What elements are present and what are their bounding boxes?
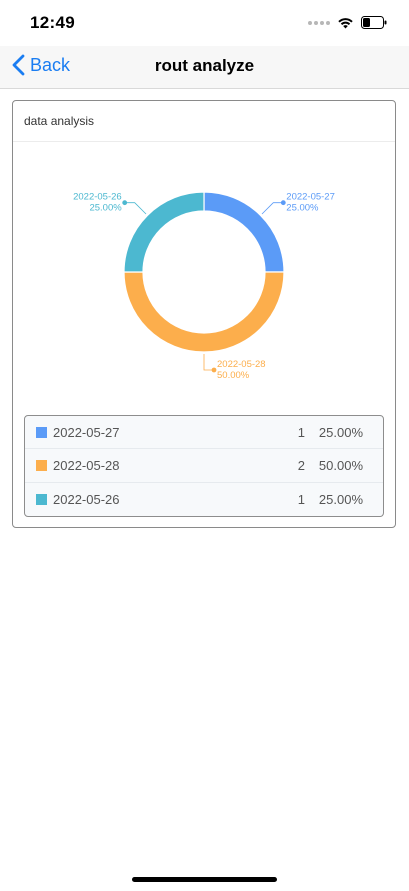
status-icons [308,16,387,29]
status-bar: 12:49 [0,0,409,46]
legend-table: 2022-05-27 1 25.00% 2022-05-28 2 50.00% … [24,415,384,517]
legend-row[interactable]: 2022-05-27 1 25.00% [25,416,383,450]
leader-dot [211,367,217,373]
slice-label-date: 2022-05-26 [73,192,122,203]
chevron-left-icon [12,54,25,76]
signal-dots-icon [308,20,330,25]
legend-label: 2022-05-28 [53,457,120,473]
home-indicator [132,877,277,882]
legend-row[interactable]: 2022-05-26 1 25.00% [25,483,383,516]
leader-dot [280,200,286,206]
status-time: 12:49 [30,13,75,32]
legend-count: 2 [297,457,305,473]
slice-label-date: 2022-05-28 [217,359,266,370]
legend-percent: 50.00% [318,457,363,473]
legend-label: 2022-05-27 [53,424,120,440]
legend-count: 1 [297,491,305,507]
leader-line [124,202,147,215]
legend-count: 1 [297,424,305,440]
nav-bar: Back rout analyze [0,46,409,89]
back-label: Back [30,54,71,75]
legend-row[interactable]: 2022-05-28 2 50.00% [25,449,383,483]
page-title: rout analyze [154,56,255,75]
legend-swatch [36,493,47,505]
slice-label-percent: 50.00% [217,370,250,381]
data-analysis-card: data analysis 2022-05-27 25.00% 2022-05-28… [12,100,396,528]
donut-chart: 2022-05-2725.00%2022-05-2850.00%2022-05-… [73,191,335,381]
battery-icon [361,16,387,29]
legend-percent: 25.00% [318,491,363,507]
leader-dot [122,200,128,206]
slice-label-percent: 25.00% [89,203,122,214]
donut-slice-2022-05-28[interactable] [123,271,285,353]
back-button[interactable]: Back [12,54,70,76]
legend-swatch [36,459,47,471]
wifi-icon [338,18,353,29]
legend-percent: 25.00% [318,424,363,440]
legend-swatch [36,426,47,438]
card-title: data analysis [24,114,95,128]
legend-label: 2022-05-26 [53,491,120,507]
donut-slice-2022-05-26[interactable] [123,191,205,273]
leader-line [261,202,284,215]
card-header: data analysis [13,101,395,142]
slice-label-percent: 25.00% [286,203,319,214]
slice-label-date: 2022-05-27 [286,192,335,203]
leader-line [203,354,214,371]
